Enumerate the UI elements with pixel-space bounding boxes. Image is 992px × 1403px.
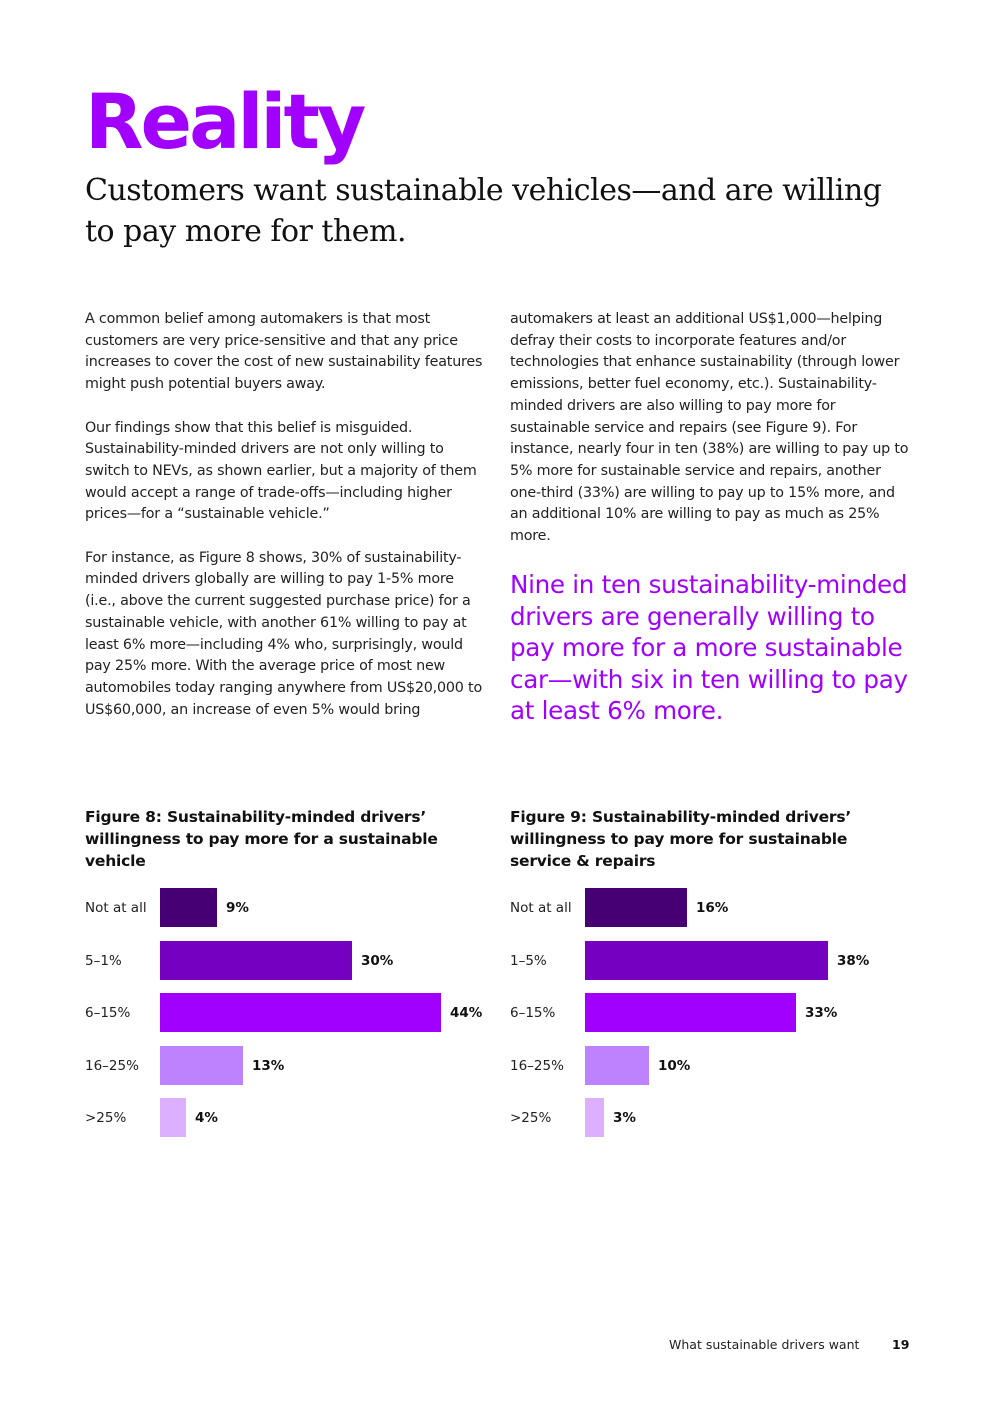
figure-8-bar-chart: Not at all 9% 5–1% 30% 6–15% 44% 16–25% 13% >25%…	[85, 888, 485, 1148]
bar-value-label: 10%	[658, 1057, 691, 1074]
bar-value-label: 16%	[696, 900, 729, 916]
bar-category-label: >25%	[85, 1110, 127, 1126]
bar-category-label: 6–15%	[510, 1005, 556, 1021]
bar	[160, 993, 441, 1032]
bar-value-label: 9%	[226, 900, 249, 916]
bar	[585, 888, 687, 927]
bar-category-label: Not at all	[85, 900, 147, 916]
page-subtitle: Customers want sustainable vehicles—and …	[85, 173, 882, 249]
body-paragraph: A common belief among automakers is that…	[85, 311, 483, 393]
bar-row: 16–25% 13%	[85, 1045, 485, 1086]
bar-row: 1–5% 38%	[510, 940, 910, 981]
bar-row: 16–25% 10%	[510, 1045, 910, 1086]
bar	[160, 1045, 243, 1085]
bar-category-label: 5–1%	[85, 952, 122, 969]
bar	[160, 1098, 186, 1137]
bar-value-label: 30%	[361, 952, 394, 969]
page-number: 19	[892, 1337, 910, 1352]
figure-9: Figure 9: Sustainability-minded drivers’…	[510, 806, 910, 1148]
footer-section-title: What sustainable drivers want	[669, 1337, 860, 1352]
body-paragraph: Our findings show that this belief is mi…	[85, 419, 477, 523]
bar	[585, 993, 796, 1032]
bar	[160, 888, 217, 927]
bar	[585, 940, 828, 980]
bar	[160, 940, 352, 980]
body-column-left: A common belief among automakers is that…	[85, 309, 485, 743]
figure-9-bar-chart: Not at all 16% 1–5% 38% 6–15% 33% 16–25% 10% >25…	[510, 888, 910, 1148]
bar-row: 6–15% 33%	[510, 993, 910, 1033]
bar-row: >25% 3%	[510, 1098, 910, 1138]
pull-quote: Nine in ten sustainability-minded driver…	[510, 570, 908, 726]
body-paragraph: automakers at least an additional US$1,0…	[510, 311, 909, 545]
bar-category-label: 6–15%	[85, 1005, 131, 1021]
bar-category-label: 1–5%	[510, 952, 547, 969]
figure-8-title: Figure 8: Sustainability-minded drivers’…	[85, 808, 438, 870]
bar-category-label: Not at all	[510, 900, 572, 916]
bar-row: >25% 4%	[85, 1098, 485, 1138]
body-paragraph: For instance, as Figure 8 shows, 30% of …	[85, 549, 482, 718]
bar-row: 5–1% 30%	[85, 940, 485, 981]
bar-row: 6–15% 44%	[85, 993, 485, 1033]
bar-value-label: 38%	[837, 952, 870, 969]
bar-value-label: 4%	[195, 1110, 218, 1126]
bar-value-label: 33%	[805, 1005, 838, 1021]
bar-category-label: >25%	[510, 1110, 552, 1126]
figure-8: Figure 8: Sustainability-minded drivers’…	[85, 806, 485, 1148]
bar-value-label: 13%	[252, 1057, 285, 1074]
bar-value-label: 3%	[613, 1110, 636, 1126]
page-title: Reality	[85, 77, 366, 166]
bar-row: Not at all 16%	[510, 888, 910, 928]
bar-value-label: 44%	[450, 1005, 483, 1021]
figure-9-title: Figure 9: Sustainability-minded drivers’…	[510, 808, 852, 870]
bar-category-label: 16–25%	[510, 1057, 564, 1074]
bar	[585, 1045, 649, 1085]
bar-row: Not at all 9%	[85, 888, 485, 928]
bar-category-label: 16–25%	[85, 1057, 139, 1074]
bar	[585, 1098, 604, 1137]
body-column-right: automakers at least an additional US$1,0…	[510, 309, 910, 727]
